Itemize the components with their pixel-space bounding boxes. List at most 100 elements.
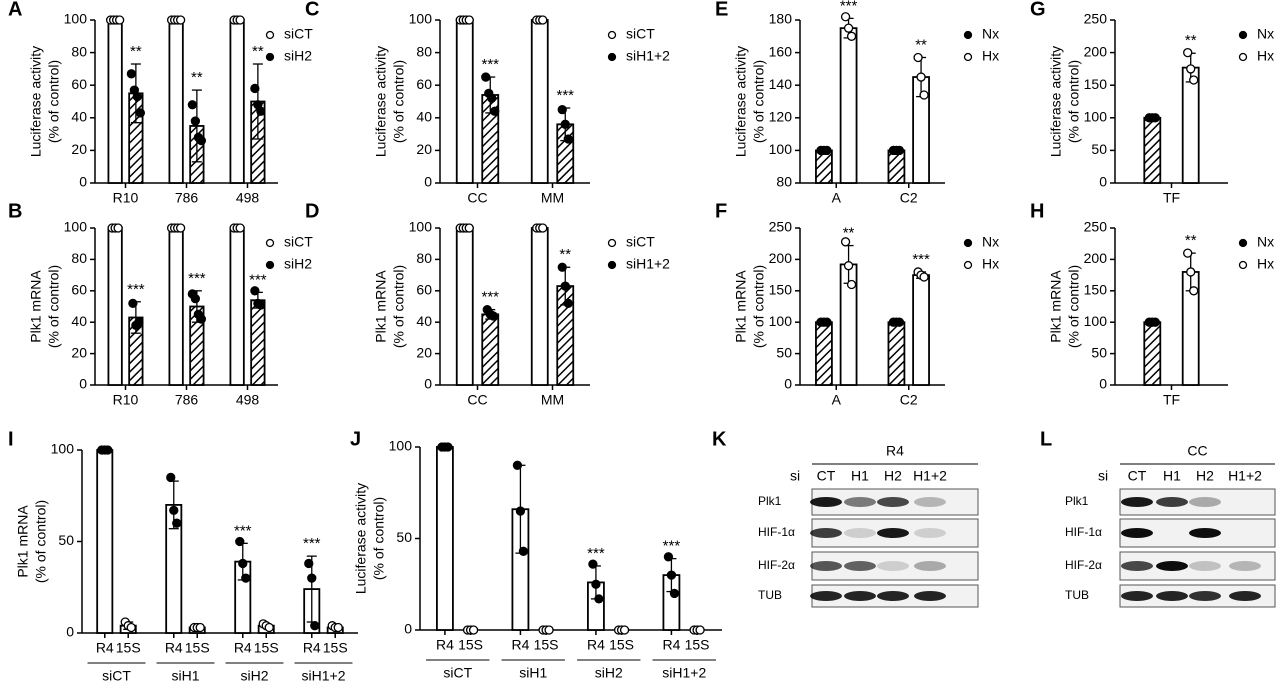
x-tick-label: R4 <box>165 640 183 656</box>
group-label: siH2 <box>595 665 623 681</box>
bar <box>107 227 123 386</box>
y-axis-label: (% of control) <box>751 265 767 348</box>
bar <box>815 321 833 386</box>
data-point <box>235 15 245 25</box>
bar <box>1181 66 1200 184</box>
row-label: Plk1 <box>758 494 782 508</box>
data-point <box>468 625 479 635</box>
legend-label: Hx <box>1257 256 1274 272</box>
significance: ** <box>252 43 264 60</box>
y-tick-label: 80 <box>71 250 87 266</box>
legend-label: Nx <box>982 234 999 250</box>
y-axis-label: (% of control) <box>391 265 407 348</box>
legend-label: Hx <box>1257 48 1274 64</box>
data-point <box>563 298 573 309</box>
blot-band <box>877 591 909 601</box>
data-point <box>1186 267 1196 277</box>
x-tick-label: A <box>832 190 842 206</box>
data-point <box>187 100 198 110</box>
y-tick-label: 0 <box>784 376 792 392</box>
significance: ** <box>1185 232 1197 249</box>
legend-label: siCT <box>284 234 313 250</box>
panel-label: K <box>712 428 727 450</box>
significance: *** <box>234 522 252 539</box>
group-label: siH1+2 <box>662 665 706 681</box>
y-tick-label: 100 <box>1084 109 1108 125</box>
data-point <box>695 625 705 635</box>
y-tick-label: 20 <box>416 344 432 360</box>
y-tick-label: 0 <box>404 621 412 637</box>
panel-label: H <box>1030 200 1044 222</box>
legend-label: siH1+2 <box>626 256 670 272</box>
data-point <box>256 300 266 310</box>
row-label: HIF-1α <box>758 525 795 539</box>
y-tick-label: 100 <box>409 219 433 235</box>
data-point <box>591 579 601 589</box>
panel-label: E <box>715 0 728 20</box>
si-label: si <box>1098 468 1108 484</box>
legend-marker <box>607 52 617 62</box>
y-axis-label: (% of control) <box>46 60 62 143</box>
x-tick-label: 15S <box>534 637 559 653</box>
y-tick-label: 50 <box>1091 344 1107 360</box>
y-tick-label: 250 <box>1084 219 1108 235</box>
legend-marker <box>963 260 973 270</box>
data-point <box>166 472 176 483</box>
data-point <box>114 15 125 25</box>
x-tick-label: A <box>832 392 842 408</box>
data-point <box>822 145 832 156</box>
y-tick-label: 20 <box>416 141 432 157</box>
significance: *** <box>127 281 145 298</box>
blot-band <box>810 528 842 538</box>
panel-label: I <box>8 428 14 450</box>
data-point <box>196 135 207 146</box>
x-tick-label: TF <box>1163 392 1180 408</box>
x-tick-label: R4 <box>587 637 605 653</box>
y-tick-label: 40 <box>71 313 87 329</box>
y-axis-label: (% of control) <box>46 265 62 348</box>
data-point <box>1183 248 1193 258</box>
data-point <box>894 145 905 156</box>
blot-band <box>1121 497 1153 507</box>
x-tick-label: 15S <box>185 640 210 656</box>
panel-label: F <box>715 200 727 222</box>
y-tick-label: 0 <box>1099 376 1107 392</box>
data-point <box>822 317 832 327</box>
x-tick-label: R4 <box>303 640 321 656</box>
blot-band <box>1189 528 1221 538</box>
legend-label: siH2 <box>284 256 312 272</box>
significance: ** <box>559 246 571 263</box>
x-tick-label: R4 <box>436 637 454 653</box>
x-tick-label: R4 <box>662 637 680 653</box>
significance: *** <box>188 270 206 287</box>
group-label: siH1+2 <box>302 668 346 684</box>
blot-band <box>844 561 876 571</box>
legend-marker <box>265 30 275 40</box>
blot-band <box>1229 591 1261 601</box>
x-tick-label: 786 <box>175 392 199 408</box>
data-point <box>560 119 570 129</box>
error-bar <box>191 89 202 163</box>
legend-marker <box>1238 30 1248 40</box>
y-tick-label: 100 <box>409 11 433 27</box>
blot-band <box>914 561 946 571</box>
legend-marker <box>963 238 973 248</box>
bar <box>168 19 184 184</box>
data-point <box>490 106 500 116</box>
data-point <box>488 311 498 321</box>
data-point <box>256 106 266 116</box>
data-point <box>307 573 317 583</box>
y-axis-label: (% of control) <box>371 497 387 580</box>
y-axis-label: (% of control) <box>33 500 49 583</box>
x-tick-label: 498 <box>236 190 260 206</box>
legend-label: Nx <box>1257 234 1274 250</box>
data-point <box>134 317 144 327</box>
data-point <box>619 625 630 635</box>
x-tick-label: R4 <box>511 637 529 653</box>
y-tick-label: 40 <box>71 109 87 125</box>
y-axis-label: (% of control) <box>751 60 767 143</box>
panel-label: C <box>305 0 319 20</box>
y-tick-label: 80 <box>416 250 432 266</box>
bar <box>168 227 184 386</box>
